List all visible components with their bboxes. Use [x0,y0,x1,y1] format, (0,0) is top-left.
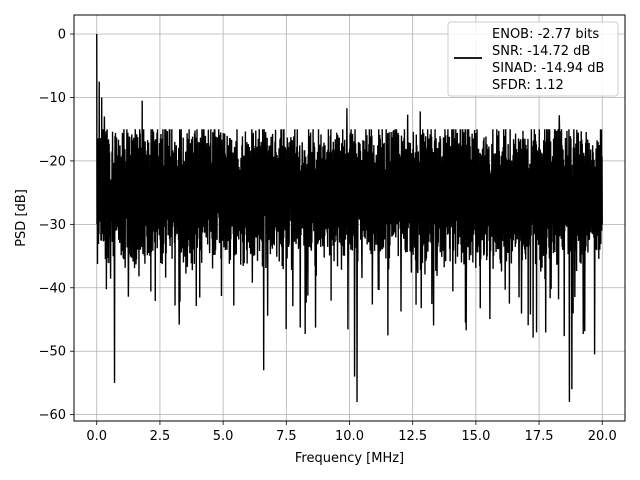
y-tick-label: −50 [39,345,66,360]
legend-line-4: SFDR: 1.12 [492,78,564,93]
x-tick-label: 20.0 [588,429,617,444]
y-tick-label: −10 [39,91,66,106]
plot-area [96,34,603,402]
y-tick-label: −30 [39,218,66,233]
psd-series-line [96,34,603,402]
x-axis-title: Frequency [MHz] [295,451,404,466]
y-tick-label: −40 [39,281,66,296]
y-axis: 0 −10 −20 −30 −40 −50 −60 [39,28,74,423]
x-tick-label: 15.0 [461,429,490,444]
x-tick-label: 10.0 [335,429,364,444]
y-tick-label: −60 [39,408,66,423]
y-axis-title: PSD [dB] [14,189,29,247]
y-tick-label: −20 [39,154,66,169]
legend: ENOB: -2.77 bits SNR: -14.72 dB SINAD: -… [447,21,619,97]
x-tick-label: 0.0 [86,429,107,444]
x-tick-label: 2.5 [150,429,171,444]
x-tick-label: 5.0 [213,429,234,444]
x-tick-label: 12.5 [398,429,427,444]
legend-line-1: ENOB: -2.77 bits [492,27,599,42]
y-tick-label: 0 [58,28,66,43]
x-axis: 0.0 2.5 5.0 7.5 10.0 12.5 15.0 17.5 20.0 [86,421,617,444]
legend-box [447,21,619,97]
legend-line-2: SNR: -14.72 dB [492,44,590,59]
x-tick-label: 7.5 [276,429,297,444]
x-tick-label: 17.5 [525,429,554,444]
legend-line-3: SINAD: -14.94 dB [492,61,604,76]
